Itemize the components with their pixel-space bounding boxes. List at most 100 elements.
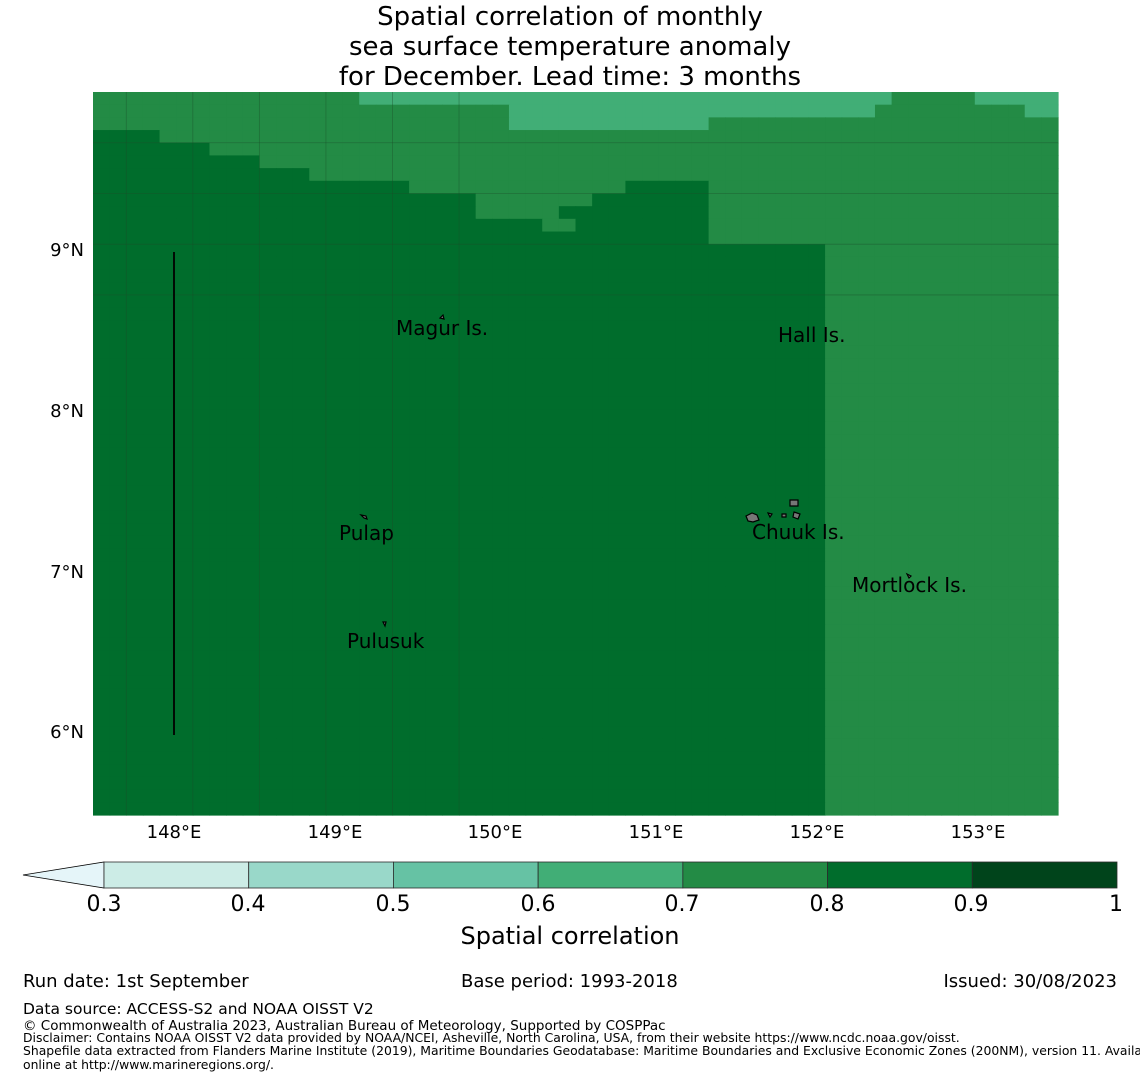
correlation-cell	[525, 662, 543, 677]
correlation-cell	[1008, 535, 1026, 550]
correlation-cell	[608, 700, 627, 715]
correlation-cell	[259, 650, 277, 664]
correlation-cell	[874, 459, 893, 474]
correlation-cell	[675, 345, 693, 359]
correlation-cell	[608, 485, 627, 499]
correlation-cell	[226, 206, 244, 220]
correlation-cell	[708, 333, 726, 347]
correlation-cell	[359, 574, 377, 588]
correlation-cell	[409, 776, 427, 791]
correlation-cell	[176, 345, 194, 359]
correlation-cell	[808, 485, 826, 499]
correlation-cell	[292, 155, 310, 169]
pulap-island-shape	[359, 514, 368, 520]
correlation-cell	[159, 218, 177, 233]
correlation-cell	[725, 688, 743, 702]
correlation-cell	[708, 675, 726, 689]
correlation-cell	[292, 130, 310, 144]
correlation-cell	[226, 256, 244, 271]
correlation-cell	[508, 612, 527, 626]
correlation-cell	[259, 206, 277, 220]
correlation-cell	[841, 662, 859, 677]
correlation-cell	[858, 523, 876, 537]
correlation-cell	[841, 624, 859, 639]
correlation-cell	[808, 662, 826, 677]
correlation-cell	[109, 180, 127, 195]
correlation-cell	[691, 764, 710, 778]
correlation-cell	[192, 168, 211, 182]
correlation-cell	[675, 574, 693, 588]
lon-label-149e: 149°E	[307, 822, 363, 843]
correlation-cell	[841, 320, 859, 334]
correlation-cell	[991, 510, 1009, 524]
correlation-cell	[758, 586, 776, 600]
correlation-cell	[176, 789, 194, 803]
correlation-cell	[741, 485, 760, 499]
correlation-cell	[725, 700, 743, 715]
correlation-cell	[908, 624, 926, 639]
correlation-cell	[126, 358, 144, 372]
correlation-cell	[858, 497, 876, 512]
correlation-cell	[708, 104, 726, 118]
correlation-cell	[492, 535, 510, 550]
correlation-cell	[375, 142, 394, 157]
correlation-cell	[891, 447, 909, 461]
correlation-cell	[858, 802, 876, 816]
correlation-cell	[492, 383, 510, 398]
correlation-cell	[392, 282, 410, 296]
correlation-cell	[542, 409, 560, 423]
correlation-cell	[392, 409, 410, 423]
correlation-cell	[126, 472, 144, 486]
correlation-cell	[126, 497, 144, 512]
correlation-cell	[292, 358, 310, 372]
correlation-cell	[958, 409, 976, 423]
correlation-cell	[492, 358, 510, 372]
correlation-cell	[442, 497, 460, 512]
correlation-cell	[924, 193, 943, 207]
correlation-cell	[741, 637, 760, 651]
correlation-cell	[1024, 688, 1042, 702]
correlation-cell	[1008, 459, 1026, 474]
correlation-cell	[974, 700, 993, 715]
correlation-cell	[891, 421, 909, 436]
correlation-cell	[126, 688, 144, 702]
correlation-cell	[409, 535, 427, 550]
correlation-cell	[276, 231, 294, 245]
correlation-cell	[924, 333, 943, 347]
correlation-cell	[192, 307, 211, 321]
correlation-cell	[508, 269, 527, 283]
correlation-cell	[691, 574, 710, 588]
correlation-cell	[392, 193, 410, 207]
correlation-cell	[741, 371, 760, 385]
correlation-cell	[492, 142, 510, 157]
correlation-cell	[592, 142, 610, 157]
correlation-cell	[242, 142, 260, 157]
correlation-cell	[425, 789, 443, 803]
correlation-cell	[276, 586, 294, 600]
correlation-cell	[1008, 675, 1026, 689]
correlation-cell	[342, 294, 360, 309]
correlation-cell	[492, 117, 510, 131]
correlation-cell	[409, 358, 427, 372]
correlation-cell	[309, 485, 327, 499]
correlation-cell	[941, 789, 959, 803]
correlation-cell	[642, 168, 660, 182]
correlation-cell	[708, 713, 726, 727]
correlation-cell	[858, 256, 876, 271]
correlation-cell	[392, 764, 410, 778]
correlation-cell	[941, 751, 959, 765]
correlation-cell	[309, 244, 327, 258]
correlation-cell	[259, 142, 277, 157]
correlation-cell	[309, 624, 327, 639]
correlation-cell	[109, 612, 127, 626]
correlation-cell	[808, 472, 826, 486]
correlation-cell	[409, 130, 427, 144]
correlation-cell	[791, 244, 810, 258]
correlation-cell	[192, 637, 211, 651]
correlation-cell	[1041, 650, 1059, 664]
correlation-cell	[908, 802, 926, 816]
correlation-cell	[342, 637, 360, 651]
correlation-cell	[492, 574, 510, 588]
correlation-cell	[325, 345, 344, 359]
correlation-cell	[958, 218, 976, 233]
